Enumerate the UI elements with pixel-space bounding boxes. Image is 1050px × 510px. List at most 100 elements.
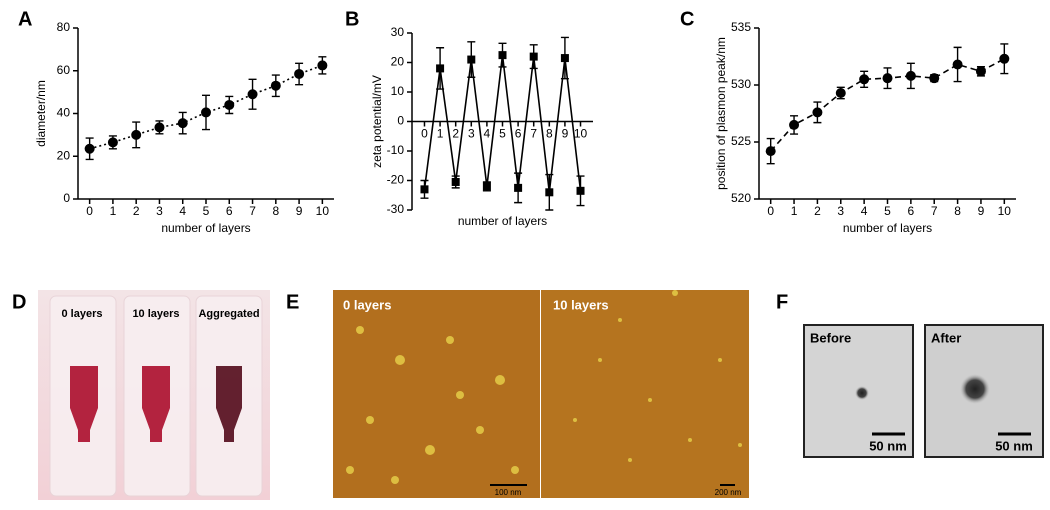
y-axis-label: zeta potential/mV [370, 75, 384, 168]
particle [960, 374, 990, 404]
x-tick-label: 4 [179, 204, 186, 218]
x-tick-label: 7 [530, 127, 537, 141]
scale-label: 50 nm [869, 438, 907, 453]
marker [107, 137, 118, 148]
x-tick-label: 5 [203, 204, 210, 218]
y-axis-label: diameter/nm [34, 80, 48, 147]
photo-label: 0 layers [62, 308, 103, 320]
marker [201, 107, 211, 118]
afm-image [541, 290, 749, 498]
marker [529, 52, 538, 61]
y-tick-label: 20 [391, 55, 405, 69]
photo-d: D 0 layers 10 layers Aggregated [12, 290, 270, 500]
x-tick-label: 7 [931, 204, 938, 218]
marker [317, 60, 328, 71]
image-label: Before [810, 330, 851, 345]
scale-label: 200 nm [715, 488, 742, 497]
y-tick-label: 80 [57, 20, 71, 34]
marker [84, 143, 95, 154]
x-tick-label: 1 [110, 204, 117, 218]
marker [765, 146, 776, 157]
image-label: After [931, 330, 961, 345]
x-tick-label: 2 [452, 127, 459, 141]
x-tick-label: 2 [133, 204, 140, 218]
y-tick-label: 30 [391, 25, 405, 39]
x-tick-label: 4 [861, 204, 868, 218]
panel-label: C [680, 8, 694, 30]
marker [131, 129, 142, 140]
marker [999, 53, 1010, 64]
y-tick-label: 60 [57, 63, 71, 77]
marker [247, 89, 258, 100]
image-label: 10 layers [553, 297, 609, 312]
x-tick-label: 0 [767, 204, 774, 218]
panel-label: E [286, 291, 299, 313]
marker [545, 188, 554, 197]
cuvettes [49, 295, 263, 497]
marker [929, 73, 940, 84]
panel-label: D [12, 291, 26, 313]
x-tick-label: 3 [837, 204, 844, 218]
x-tick-label: 8 [546, 127, 553, 141]
x-tick-label: 0 [421, 127, 428, 141]
y-tick-label: -10 [387, 143, 405, 157]
marker [835, 87, 846, 98]
y-tick-label: 530 [731, 77, 751, 91]
y-tick-label: -30 [387, 202, 405, 216]
y-tick-label: 10 [391, 84, 405, 98]
x-tick-label: 1 [791, 204, 798, 218]
chart: A 0 20 40 60 80 0 1 2 3 4 5 6 7 8 9 10 number of layers di… [18, 8, 334, 235]
marker [789, 119, 800, 130]
x-tick-label: 9 [562, 127, 569, 141]
afm-particles [346, 290, 742, 484]
image-label: 0 layers [343, 297, 391, 312]
panel-label: A [18, 8, 32, 30]
x-axis-label: number of layers [458, 214, 547, 228]
particle [855, 386, 869, 400]
marker [177, 118, 188, 129]
x-tick-label: 0 [86, 204, 93, 218]
marker [420, 185, 429, 194]
x-axis-label: number of layers [161, 221, 250, 235]
x-tick-label: 5 [499, 127, 506, 141]
marker [451, 177, 460, 186]
marker [294, 68, 305, 79]
y-tick-label: 525 [731, 134, 751, 148]
x-tick-label: 3 [468, 127, 475, 141]
x-tick-label: 10 [574, 127, 588, 141]
x-tick-label: 10 [316, 204, 330, 218]
marker [882, 73, 893, 84]
x-tick-label: 6 [515, 127, 522, 141]
y-tick-label: 0 [63, 191, 70, 205]
x-tick-label: 8 [272, 204, 279, 218]
scale-label: 50 nm [995, 438, 1033, 453]
marker [224, 99, 235, 110]
x-tick-label: 4 [484, 127, 491, 141]
x-tick-label: 9 [296, 204, 303, 218]
y-tick-label: 20 [57, 148, 71, 162]
photo-label: 10 layers [132, 308, 179, 320]
x-tick-label: 6 [908, 204, 915, 218]
panel-label: B [345, 8, 359, 30]
marker [859, 74, 870, 85]
scale-label: 100 nm [495, 488, 522, 497]
photo-label: Aggregated [198, 308, 259, 320]
marker [270, 80, 281, 91]
marker [467, 55, 476, 64]
tem-f: F Before After 50 nm 50 nm [776, 291, 1044, 458]
marker [514, 183, 523, 192]
x-tick-label: 3 [156, 204, 163, 218]
y-tick-label: 40 [57, 106, 71, 120]
y-tick-label: -20 [387, 173, 405, 187]
x-tick-label: 8 [954, 204, 961, 218]
marker [952, 59, 963, 70]
marker [154, 122, 165, 133]
marker [975, 66, 986, 77]
y-tick-label: 0 [397, 114, 404, 128]
marker [812, 107, 823, 118]
marker [905, 70, 916, 81]
y-tick-label: 535 [731, 20, 751, 34]
x-tick-label: 2 [814, 204, 821, 218]
